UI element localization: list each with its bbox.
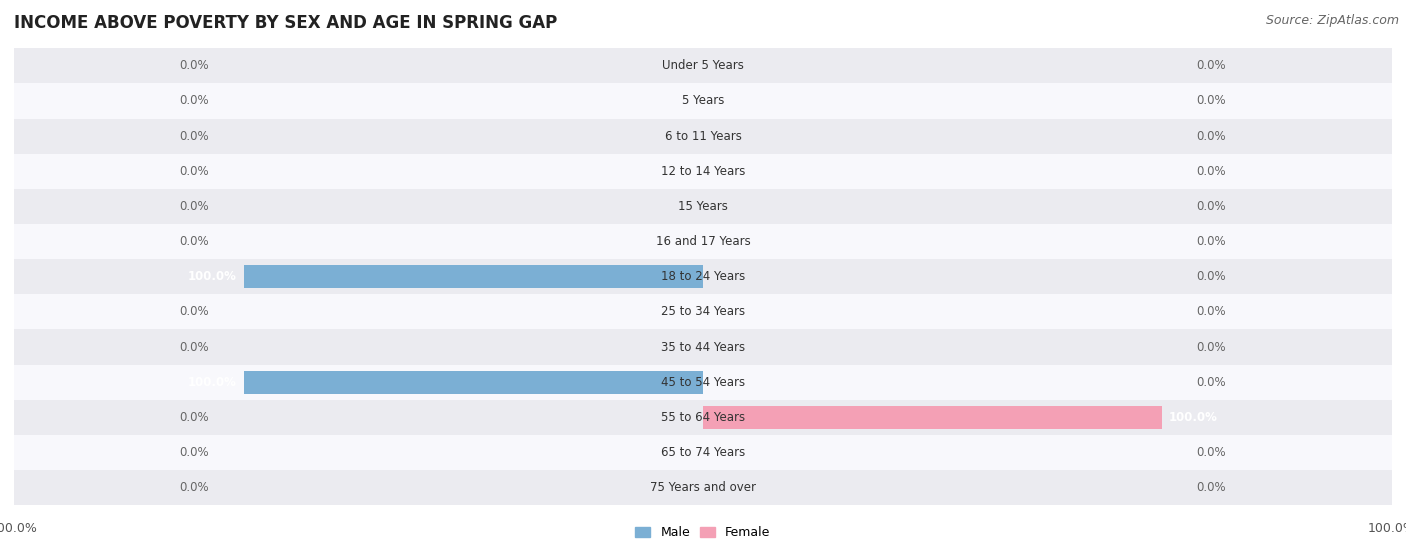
Bar: [14, 364, 1392, 400]
Text: INCOME ABOVE POVERTY BY SEX AND AGE IN SPRING GAP: INCOME ABOVE POVERTY BY SEX AND AGE IN S…: [14, 14, 557, 32]
Text: 15 Years: 15 Years: [678, 200, 728, 213]
Text: 0.0%: 0.0%: [1197, 270, 1226, 283]
Text: 75 Years and over: 75 Years and over: [650, 481, 756, 494]
Text: 0.0%: 0.0%: [180, 305, 209, 319]
Text: 5 Years: 5 Years: [682, 94, 724, 107]
Text: 0.0%: 0.0%: [1197, 165, 1226, 178]
Bar: [14, 83, 1392, 119]
Text: 16 and 17 Years: 16 and 17 Years: [655, 235, 751, 248]
Text: 0.0%: 0.0%: [180, 411, 209, 424]
Text: Under 5 Years: Under 5 Years: [662, 59, 744, 72]
Text: 0.0%: 0.0%: [1197, 94, 1226, 107]
Text: 6 to 11 Years: 6 to 11 Years: [665, 130, 741, 143]
Bar: [243, 371, 703, 394]
Text: 55 to 64 Years: 55 to 64 Years: [661, 411, 745, 424]
Bar: [14, 294, 1392, 329]
Text: 100.0%: 100.0%: [1170, 411, 1218, 424]
Bar: [14, 119, 1392, 154]
Text: 0.0%: 0.0%: [180, 340, 209, 353]
Text: Source: ZipAtlas.com: Source: ZipAtlas.com: [1265, 14, 1399, 27]
Text: 45 to 54 Years: 45 to 54 Years: [661, 376, 745, 389]
Text: 18 to 24 Years: 18 to 24 Years: [661, 270, 745, 283]
Text: 0.0%: 0.0%: [180, 59, 209, 72]
Bar: [703, 406, 1163, 429]
Text: 0.0%: 0.0%: [1197, 59, 1226, 72]
Bar: [14, 259, 1392, 294]
Text: 100.0%: 100.0%: [188, 270, 236, 283]
Text: 0.0%: 0.0%: [1197, 305, 1226, 319]
Bar: [243, 266, 703, 288]
Text: 0.0%: 0.0%: [1197, 130, 1226, 143]
Text: 0.0%: 0.0%: [1197, 200, 1226, 213]
Text: 0.0%: 0.0%: [1197, 235, 1226, 248]
Legend: Male, Female: Male, Female: [630, 521, 776, 544]
Text: 0.0%: 0.0%: [180, 200, 209, 213]
Text: 12 to 14 Years: 12 to 14 Years: [661, 165, 745, 178]
Text: 100.0%: 100.0%: [188, 376, 236, 389]
Bar: [14, 154, 1392, 189]
Bar: [14, 48, 1392, 83]
Bar: [14, 189, 1392, 224]
Text: 65 to 74 Years: 65 to 74 Years: [661, 446, 745, 459]
Text: 0.0%: 0.0%: [1197, 481, 1226, 494]
Bar: [14, 400, 1392, 435]
Text: 0.0%: 0.0%: [180, 94, 209, 107]
Text: 0.0%: 0.0%: [1197, 376, 1226, 389]
Text: 0.0%: 0.0%: [1197, 446, 1226, 459]
Bar: [14, 470, 1392, 505]
Text: 0.0%: 0.0%: [180, 165, 209, 178]
Text: 0.0%: 0.0%: [180, 446, 209, 459]
Text: 0.0%: 0.0%: [180, 130, 209, 143]
Bar: [14, 224, 1392, 259]
Text: 0.0%: 0.0%: [180, 481, 209, 494]
Bar: [14, 329, 1392, 364]
Text: 0.0%: 0.0%: [180, 235, 209, 248]
Bar: [14, 435, 1392, 470]
Text: 0.0%: 0.0%: [1197, 340, 1226, 353]
Text: 25 to 34 Years: 25 to 34 Years: [661, 305, 745, 319]
Text: 35 to 44 Years: 35 to 44 Years: [661, 340, 745, 353]
